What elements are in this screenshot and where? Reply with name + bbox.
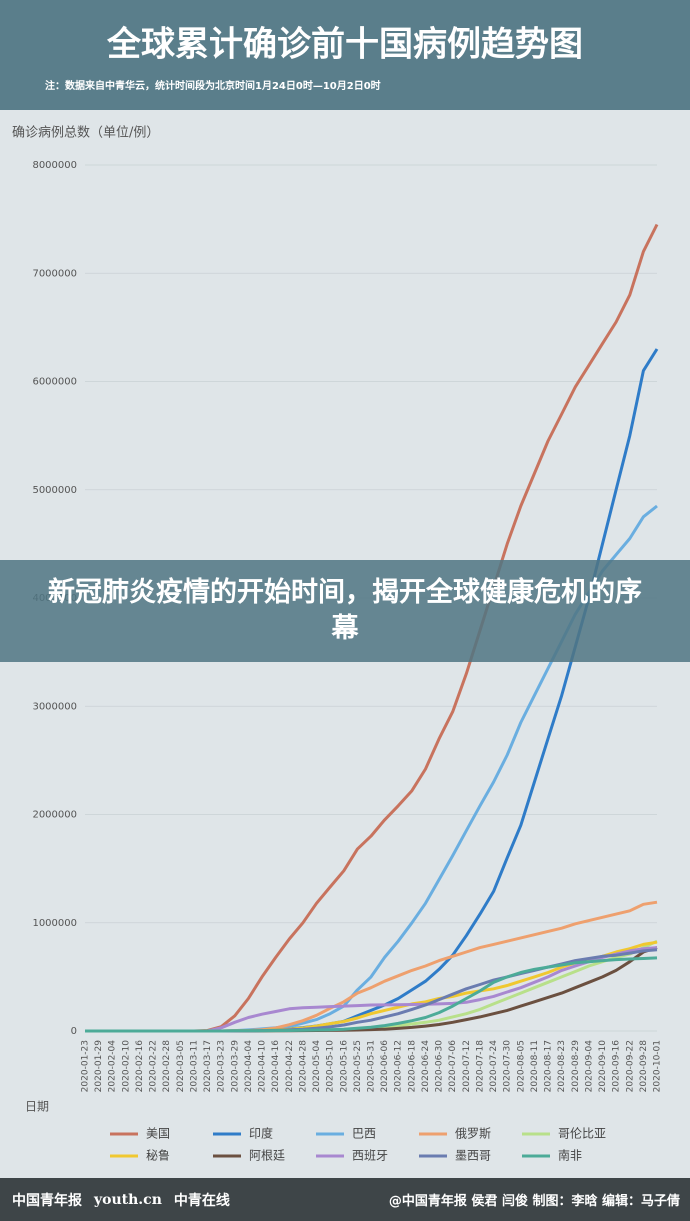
x-tick-label: 2020-03-17 — [203, 1040, 213, 1092]
line — [85, 348, 659, 1033]
logo: 中国青年报 — [12, 1192, 82, 1209]
credit: @中国青年报 侯君 闫俊 制图：李晗 编辑：马子倩 — [388, 1194, 680, 1209]
x-tick-label: 2020-06-18 — [407, 1040, 417, 1093]
chart-title: 全球累计确诊前十国病例趋势图 — [106, 25, 583, 65]
legend-label: 俄罗斯 — [455, 1127, 491, 1141]
x-tick-label: 2020-04-28 — [298, 1040, 308, 1093]
banner-text: 新冠肺炎疫情的开始时间，揭开全球健康危机的序幕 — [48, 577, 642, 644]
chart: 全球累计确诊前十国病例趋势图 注：数据来自中青华云，统计时间段为北京时间1月24… — [0, 0, 690, 1163]
x-tick-label: 2020-04-04 — [244, 1040, 254, 1093]
x-tick-label: 2020-05-16 — [339, 1040, 349, 1093]
x-tick-label: 2020-03-29 — [230, 1040, 240, 1093]
x-tick-label: 2020-05-31 — [367, 1040, 377, 1092]
banner: 新冠肺炎疫情的开始时间，揭开全球健康危机的序幕 — [0, 560, 690, 662]
legend-label: 印度 — [249, 1126, 273, 1141]
x-tick-label: 2020-10-01 — [653, 1040, 663, 1092]
legend-label: 墨西哥 — [455, 1149, 491, 1163]
y-tick-label: 7000000 — [32, 268, 77, 279]
logo: 中青在线 — [173, 1192, 230, 1209]
x-tick-label: 2020-05-25 — [353, 1040, 363, 1092]
line — [85, 956, 658, 1033]
x-tick-label: 2020-09-16 — [612, 1040, 622, 1093]
legend-label: 西班牙 — [352, 1149, 388, 1163]
x-tick-label: 2020-09-10 — [598, 1040, 608, 1093]
footer: 中国青年报 youth.cn 中青在线 @中国青年报 侯君 闫俊 制图：李晗 编… — [0, 1178, 690, 1221]
x-tick-label: 2020-07-06 — [448, 1040, 458, 1093]
x-tick-label: 2020-03-05 — [176, 1040, 186, 1092]
y-tick-label: 0 — [71, 1026, 77, 1037]
legend-label: 秘鲁 — [146, 1149, 170, 1163]
x-tick-label: 2020-09-22 — [625, 1040, 635, 1092]
x-tick-label: 2020-01-29 — [94, 1040, 104, 1093]
x-tick-label: 2020-06-24 — [421, 1040, 431, 1093]
header-bg — [0, 0, 690, 110]
y-axis-label: 确诊病例总数（单位/例） — [12, 126, 159, 141]
x-tick-label: 2020-08-05 — [516, 1040, 526, 1092]
x-tick-label: 2020-08-23 — [557, 1040, 567, 1092]
y-tick-label: 2000000 — [32, 810, 77, 821]
y-tick-label: 6000000 — [32, 377, 77, 388]
x-axis-label: 日期 — [25, 1100, 49, 1114]
y-tick-label: 8000000 — [32, 160, 77, 171]
legend-label: 阿根廷 — [249, 1149, 285, 1163]
x-tick-label: 2020-02-16 — [135, 1040, 145, 1093]
logo: youth.cn — [94, 1191, 162, 1208]
x-tick-label: 2020-01-23 — [81, 1040, 91, 1092]
x-tick-label: 2020-08-11 — [530, 1040, 540, 1092]
x-tick-label: 2020-08-17 — [544, 1040, 554, 1092]
x-tick-label: 2020-02-04 — [108, 1040, 118, 1093]
legend-label: 美国 — [146, 1127, 170, 1141]
y-tick-label: 3000000 — [32, 701, 77, 712]
x-tick-label: 2020-02-28 — [162, 1040, 172, 1093]
y-tick-label: 1000000 — [32, 918, 77, 929]
x-tick-label: 2020-03-11 — [189, 1040, 199, 1092]
legend-label: 南非 — [558, 1148, 582, 1163]
x-tick-label: 2020-02-10 — [121, 1040, 131, 1093]
x-tick-label: 2020-05-04 — [312, 1040, 322, 1093]
x-tick-label: 2020-08-29 — [571, 1040, 581, 1093]
y-tick-label: 5000000 — [32, 485, 77, 496]
x-tick-label: 2020-07-30 — [503, 1040, 513, 1093]
x-tick-label: 2020-06-06 — [380, 1040, 390, 1093]
x-tick-label: 2020-07-12 — [462, 1040, 472, 1092]
chart-subtitle: 注：数据来自中青华云，统计时间段为北京时间1月24日0时—10月2日0时 — [45, 79, 381, 92]
x-tick-label: 2020-04-16 — [271, 1040, 281, 1093]
x-tick-label: 2020-04-22 — [285, 1040, 295, 1092]
x-tick-label: 2020-06-12 — [394, 1040, 404, 1092]
x-tick-label: 2020-05-10 — [326, 1040, 336, 1093]
x-tick-label: 2020-02-22 — [149, 1040, 159, 1092]
x-tick-label: 2020-04-10 — [258, 1040, 268, 1093]
x-tick-label: 2020-03-23 — [217, 1040, 227, 1092]
x-tick-label: 2020-09-04 — [584, 1040, 594, 1093]
x-tick-label: 2020-07-18 — [475, 1040, 485, 1093]
x-tick-label: 2020-09-28 — [639, 1040, 649, 1093]
legend-label: 哥伦比亚 — [558, 1126, 606, 1141]
x-tick-label: 2020-06-30 — [435, 1040, 445, 1093]
x-tick-label: 2020-07-24 — [489, 1040, 499, 1093]
legend-label: 巴西 — [352, 1127, 376, 1141]
